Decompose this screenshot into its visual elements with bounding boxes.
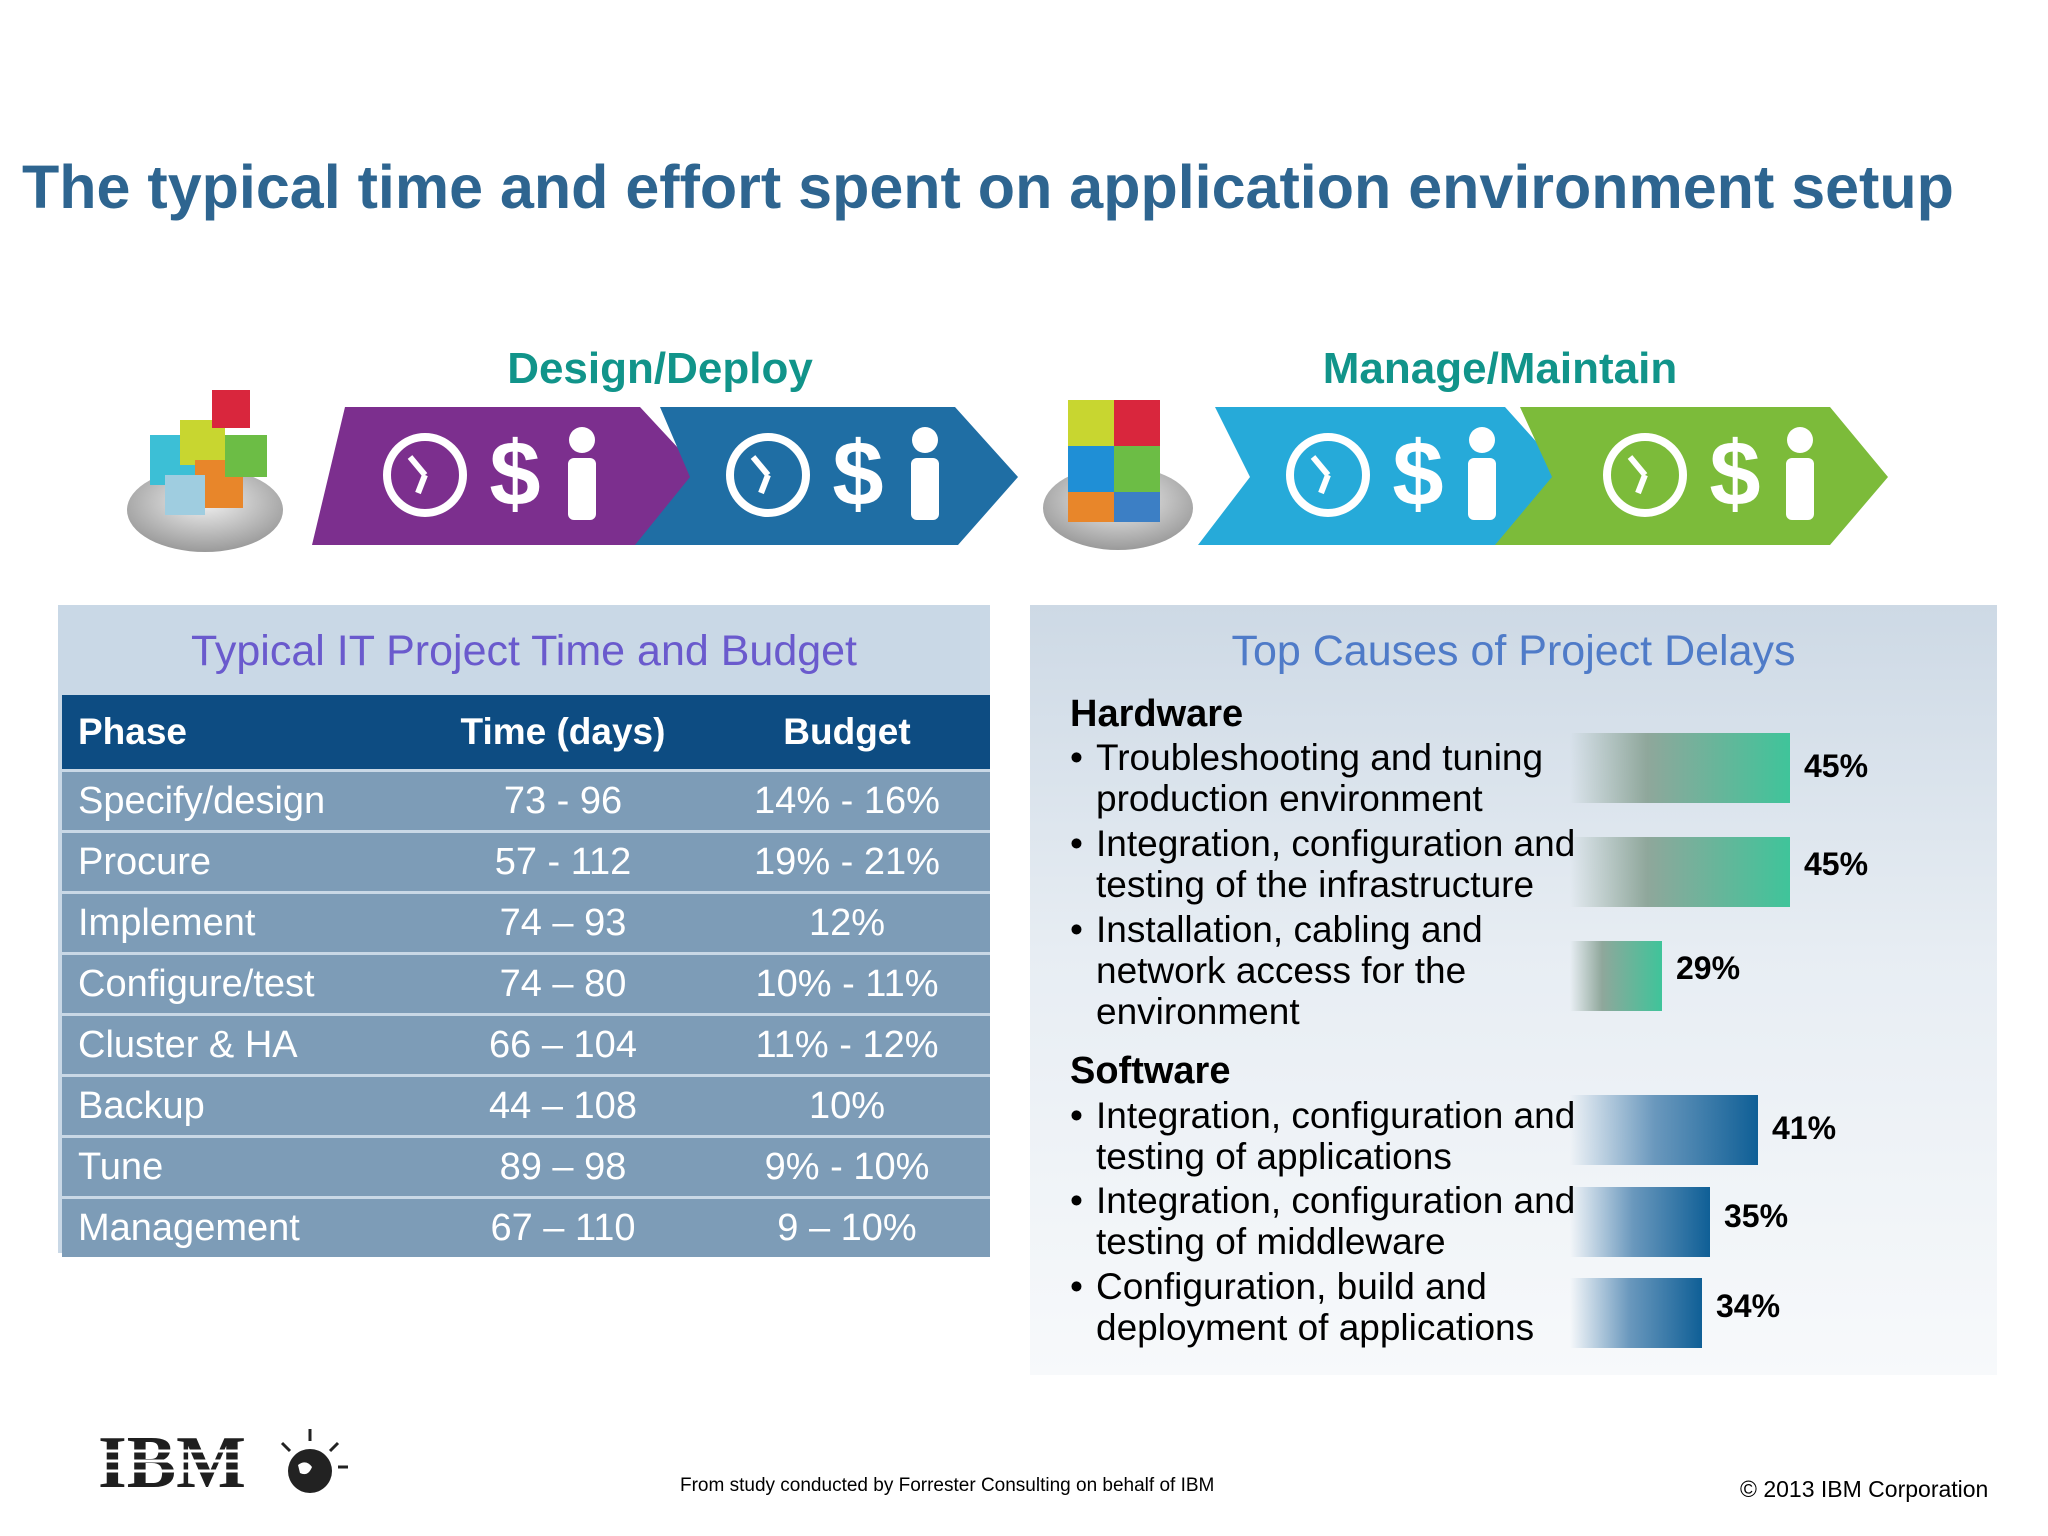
software-cause-2: • Integration, configuration and testing… [1070,1180,1576,1262]
table-row: Configure/test 74 – 80 10% - 11% [62,955,990,1013]
table-cell: 44 – 108 [489,1084,637,1127]
table-cell: 74 – 80 [499,962,627,1005]
panel-title: Typical IT Project Time and Budget [190,627,858,675]
svg-text:IBM: IBM [98,1425,246,1504]
project-delays-panel: Top Causes of Project Delays Hardware • … [1030,605,1997,1375]
bullet: • [1070,909,1083,950]
table-cell: 89 – 98 [499,1145,627,1188]
table-row: Cluster & HA 66 – 104 11% - 12% [62,1016,990,1074]
column-header: Budget [783,711,911,752]
panel-title: Top Causes of Project Delays [1231,627,1796,675]
software-heading: Software [1070,1050,1231,1092]
table-cell: 57 - 112 [494,840,632,883]
software-pct: 34% [1716,1288,1781,1324]
person-icon [911,427,939,520]
clock-icon [1286,433,1370,517]
table-cell: Procure [78,840,212,883]
table-header: Phase Time (days) Budget [62,695,990,769]
source-note: From study conducted by Forrester Consul… [680,1475,1215,1496]
table-row: Implement 74 – 93 12% [62,894,990,952]
hardware-pct: 45% [1804,748,1869,784]
table-cell: 14% - 16% [754,779,940,822]
table-cell: 11% - 12% [755,1023,939,1066]
table-row: Procure 57 - 112 19% - 21% [62,833,990,891]
design-arrow-purple: $ [312,407,705,545]
table-cell: 73 - 96 [503,779,623,822]
hardware-pct: 45% [1804,846,1869,882]
time-budget-table: Phase Time (days) Budget Specify/design … [62,695,990,1257]
table-cell: Specify/design [78,779,326,822]
hardware-cause-2: • Integration, configuration and testing… [1070,823,1576,905]
manage-maintain-label: Manage/Maintain [1322,344,1678,393]
bullet: • [1070,1180,1083,1221]
table-cell: Backup [78,1084,205,1127]
rubiks-cube-icon [1043,400,1193,550]
column-header: Phase [78,711,188,752]
hardware-bar [1570,733,1790,803]
table-row: Tune 89 – 98 9% - 10% [62,1138,990,1196]
hardware-pct: 29% [1676,950,1741,986]
software-bar [1570,1278,1702,1348]
manage-arrow-green: $ [1495,407,1888,545]
table-cell: Cluster & HA [78,1023,298,1066]
software-pct: 41% [1772,1110,1837,1146]
hardware-heading: Hardware [1070,693,1244,735]
dollar-icon: $ [832,423,883,525]
table-cell: 19% - 21% [754,840,940,883]
dollar-icon: $ [1709,423,1760,525]
software-bar [1570,1095,1758,1165]
table-cell: 74 – 93 [499,901,627,944]
table-cell: 9 – 10% [777,1206,917,1249]
colored-blocks-icon [127,390,283,552]
hardware-cause-1: • Troubleshooting and tuning production … [1070,737,1544,819]
table-cell: 10% - 11% [755,962,939,1005]
software-bar [1570,1187,1710,1257]
dollar-icon: $ [1392,423,1443,525]
bullet: • [1070,1095,1083,1136]
table-cell: 66 – 104 [489,1023,637,1066]
bullet: • [1070,1266,1083,1307]
software-pct: 35% [1724,1198,1789,1234]
table-cell: 67 – 110 [490,1206,636,1249]
globe-icon [280,1429,348,1493]
software-cause-3: • Configuration, build and deployment of… [1070,1266,1535,1348]
table-row: Backup 44 – 108 10% [62,1077,990,1135]
process-flow-graphic: $ $ $ [127,390,1888,552]
manage-arrow-cyan: $ [1198,407,1568,545]
table-cell: Configure/test [78,962,315,1005]
design-deploy-label: Design/Deploy [507,344,813,393]
clock-icon [726,433,810,517]
dollar-icon: $ [489,423,540,525]
person-icon [568,427,596,520]
table-cell: Implement [78,901,256,944]
project-time-budget-panel: Typical IT Project Time and Budget Phase… [58,605,990,1257]
table-cell: Tune [78,1145,164,1188]
table-row: Specify/design 73 - 96 14% - 16% [62,772,990,830]
copyright: © 2013 IBM Corporation [1740,1476,1989,1502]
hardware-bar [1570,941,1662,1011]
table-cell: 9% - 10% [764,1145,930,1188]
table-row: Management 67 – 110 9 – 10% [62,1199,990,1257]
clock-icon [383,433,467,517]
column-header: Time (days) [460,711,666,752]
hardware-cause-3: • Installation, cabling and network acce… [1070,909,1483,1032]
clock-icon [1603,433,1687,517]
hardware-bar [1570,837,1790,907]
ibm-logo: IBM [98,1425,348,1504]
bullet: • [1070,823,1083,864]
bullet: • [1070,737,1083,778]
table-cell: 12% [808,901,886,944]
software-cause-1: • Integration, configuration and testing… [1070,1095,1576,1177]
person-icon [1468,427,1496,520]
table-cell: Management [78,1206,300,1249]
table-cell: 10% [808,1084,886,1127]
design-arrow-blue: $ [635,407,1018,545]
page-title: The typical time and effort spent on app… [22,153,1954,221]
person-icon [1786,427,1814,520]
